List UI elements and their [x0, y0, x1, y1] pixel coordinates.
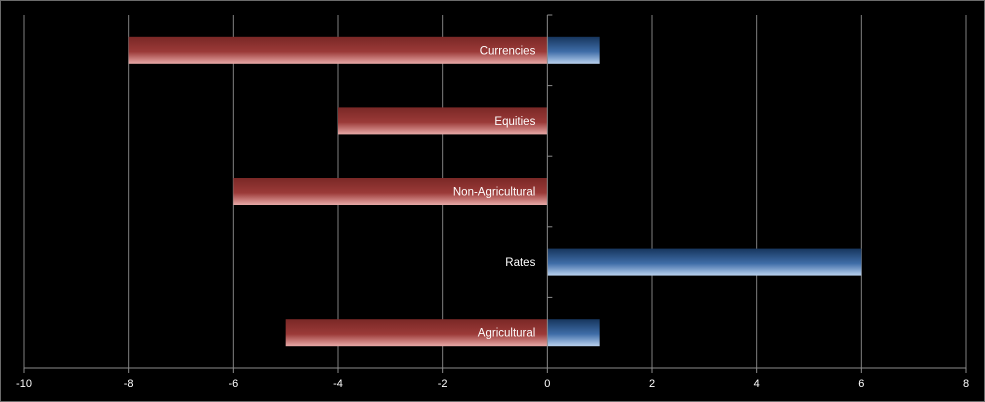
- x-tick-label: -8: [124, 378, 134, 390]
- x-tick-label: 6: [858, 378, 864, 390]
- x-tick-label: -10: [16, 378, 32, 390]
- bar-non-agricultural-s1: [233, 178, 548, 205]
- category-label: Currencies: [480, 45, 536, 57]
- x-tick-label: 2: [649, 378, 655, 390]
- bar-currencies-s2: [547, 36, 600, 64]
- bar-agricultural-s2: [547, 319, 600, 347]
- x-tick-label: 8: [963, 378, 969, 390]
- x-tick-label: 4: [754, 378, 760, 390]
- bar-equities-s1: [338, 107, 548, 135]
- x-tick-label: -4: [333, 378, 343, 390]
- bar-currencies-s1: [128, 36, 548, 64]
- bar-agricultural-s1: [285, 319, 548, 347]
- category-label: Rates: [505, 257, 535, 269]
- category-label: Agricultural: [478, 328, 536, 340]
- category-label: Non-Agricultural: [453, 187, 535, 199]
- bar-rates-s2: [547, 248, 862, 276]
- x-tick-label: -6: [228, 378, 238, 390]
- x-tick-label: -2: [438, 378, 448, 390]
- axes: [23, 14, 967, 373]
- category-label: Equities: [494, 116, 535, 128]
- labels: -10 -8 -6 -4 -2 0 2 4 6 8 Currencies Equities Non-Ag…: [16, 45, 969, 390]
- x-tick-label: 0: [544, 378, 550, 390]
- bars: [128, 36, 862, 347]
